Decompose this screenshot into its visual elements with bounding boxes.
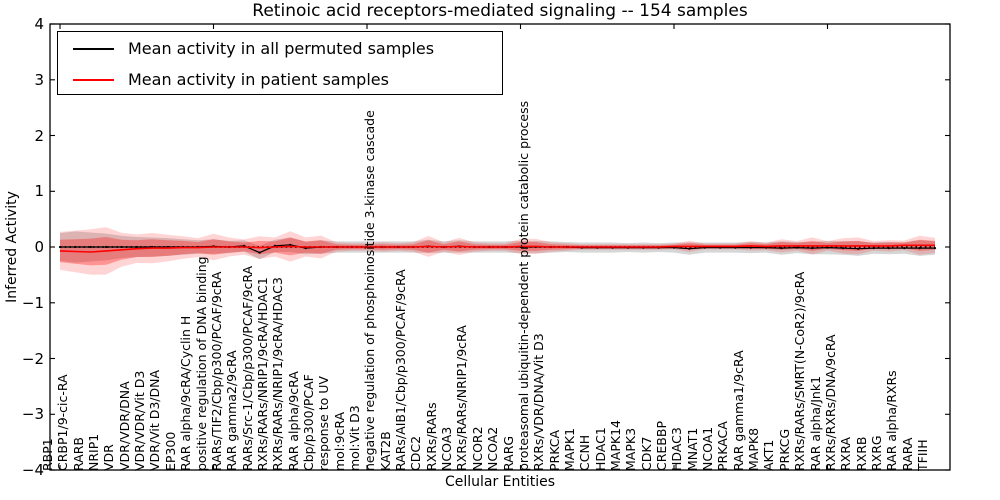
permuted-mean-marker [795, 246, 798, 249]
permuted-mean-marker [89, 245, 92, 249]
legend-label-permuted: Mean activity in all permuted samples [128, 39, 435, 58]
y-tick-label: −2 [21, 349, 44, 368]
y-tick-label: 2 [34, 126, 44, 145]
x-axis-label: Cellular Entities [444, 474, 556, 490]
permuted-mean-marker [903, 247, 906, 250]
permuted-mean-marker [105, 245, 108, 249]
y-tick-label: −3 [21, 405, 44, 424]
y-tick-label: 0 [34, 238, 44, 256]
permuted-mean-marker [258, 251, 261, 254]
patient-mean-line [59, 244, 935, 253]
patient-line-swatch [73, 78, 114, 81]
permuted-line-swatch [73, 47, 114, 50]
patient-band-inner [60, 237, 935, 266]
legend-entry-permuted: Mean activity in all permuted samples [58, 34, 502, 63]
y-tick-label: 4 [34, 15, 44, 33]
legend-entry-patient: Mean activity in patient samples [58, 65, 502, 94]
legend-label-patient: Mean activity in patient samples [128, 70, 389, 89]
permuted-mean-marker [688, 247, 691, 250]
permuted-mean-marker [289, 243, 292, 246]
chart-title: Retinoic acid receptors-mediated signali… [252, 1, 748, 21]
permuted-mean-marker [780, 247, 783, 250]
y-tick-label: 1 [34, 182, 44, 201]
permuted-mean-marker [857, 247, 860, 250]
patient-band-outer [60, 227, 935, 275]
y-tick-label: −1 [21, 293, 44, 312]
y-tick-label: −4 [21, 461, 44, 479]
y-tick-label: 3 [34, 70, 44, 89]
legend-box: Mean activity in all permuted samples Me… [57, 31, 503, 95]
permuted-mean-marker [841, 247, 845, 250]
